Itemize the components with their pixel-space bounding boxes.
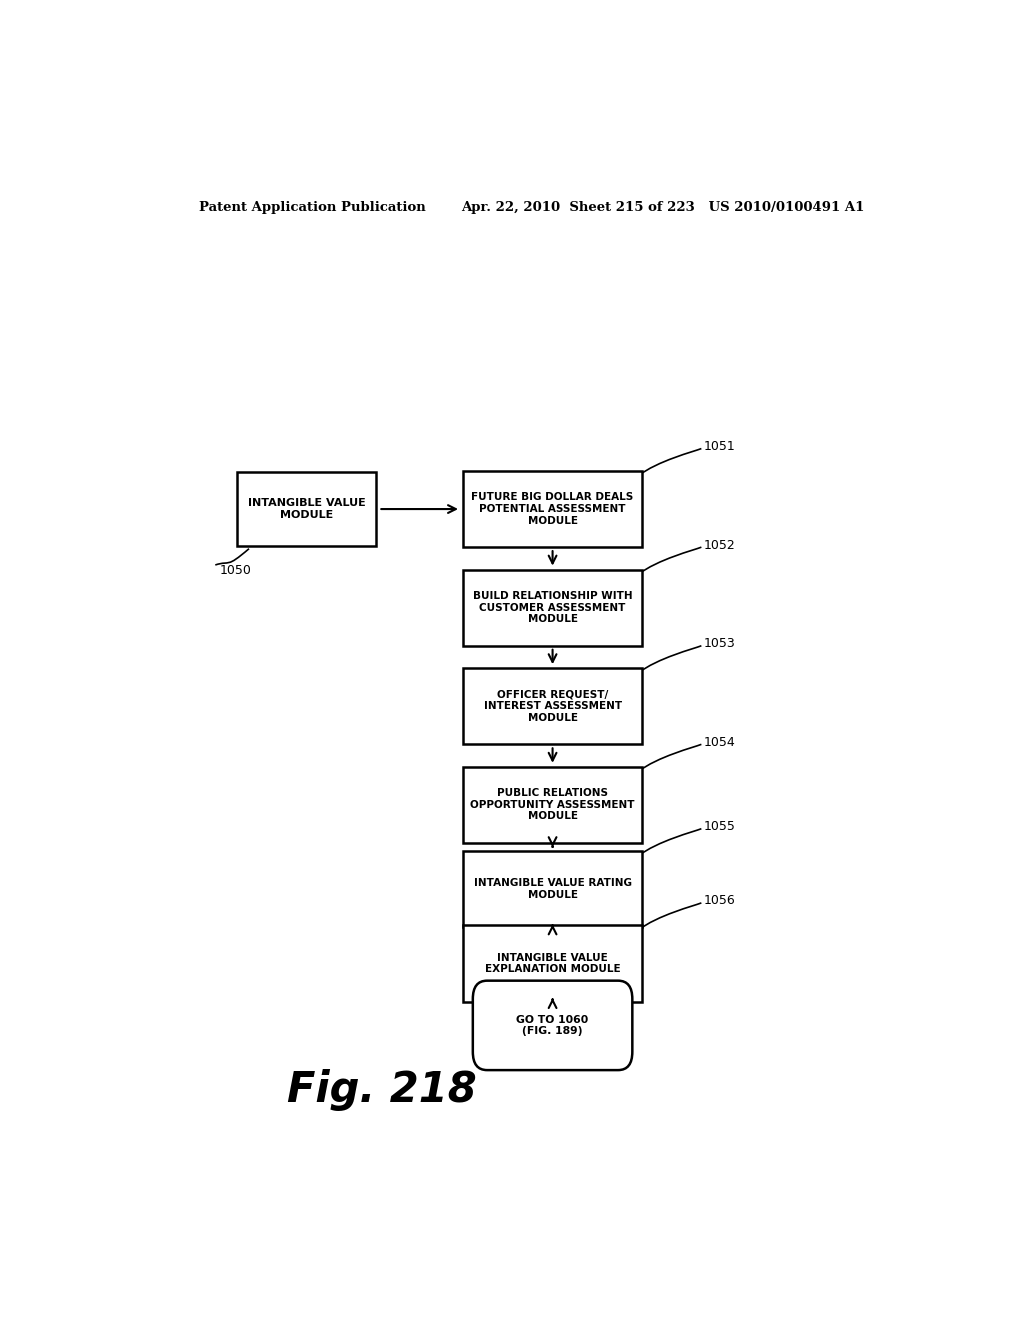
FancyBboxPatch shape [463,569,642,645]
Text: Fig. 218: Fig. 218 [287,1069,477,1111]
FancyBboxPatch shape [463,668,642,744]
Text: INTANGIBLE VALUE
MODULE: INTANGIBLE VALUE MODULE [248,498,366,520]
Text: OFFICER REQUEST/
INTEREST ASSESSMENT
MODULE: OFFICER REQUEST/ INTEREST ASSESSMENT MOD… [483,689,622,723]
Text: PUBLIC RELATIONS
OPPORTUNITY ASSESSMENT
MODULE: PUBLIC RELATIONS OPPORTUNITY ASSESSMENT … [470,788,635,821]
Text: 1052: 1052 [703,539,735,552]
FancyBboxPatch shape [463,471,642,548]
FancyBboxPatch shape [473,981,633,1071]
Text: Apr. 22, 2010  Sheet 215 of 223   US 2010/0100491 A1: Apr. 22, 2010 Sheet 215 of 223 US 2010/0… [461,201,864,214]
Text: Patent Application Publication: Patent Application Publication [200,201,426,214]
Text: 1056: 1056 [703,895,735,907]
FancyBboxPatch shape [463,925,642,1002]
Text: GO TO 1060
(FIG. 189): GO TO 1060 (FIG. 189) [516,1015,589,1036]
Text: 1054: 1054 [703,735,735,748]
Text: FUTURE BIG DOLLAR DEALS
POTENTIAL ASSESSMENT
MODULE: FUTURE BIG DOLLAR DEALS POTENTIAL ASSESS… [471,492,634,525]
Text: 1051: 1051 [703,440,735,453]
FancyBboxPatch shape [463,851,642,928]
Text: 1050: 1050 [219,564,251,577]
Text: 1053: 1053 [703,638,735,651]
Text: BUILD RELATIONSHIP WITH
CUSTOMER ASSESSMENT
MODULE: BUILD RELATIONSHIP WITH CUSTOMER ASSESSM… [473,591,633,624]
Text: INTANGIBLE VALUE RATING
MODULE: INTANGIBLE VALUE RATING MODULE [473,878,632,900]
Text: 1055: 1055 [703,820,735,833]
Text: INTANGIBLE VALUE
EXPLANATION MODULE: INTANGIBLE VALUE EXPLANATION MODULE [484,953,621,974]
FancyBboxPatch shape [463,767,642,843]
FancyBboxPatch shape [238,473,376,545]
